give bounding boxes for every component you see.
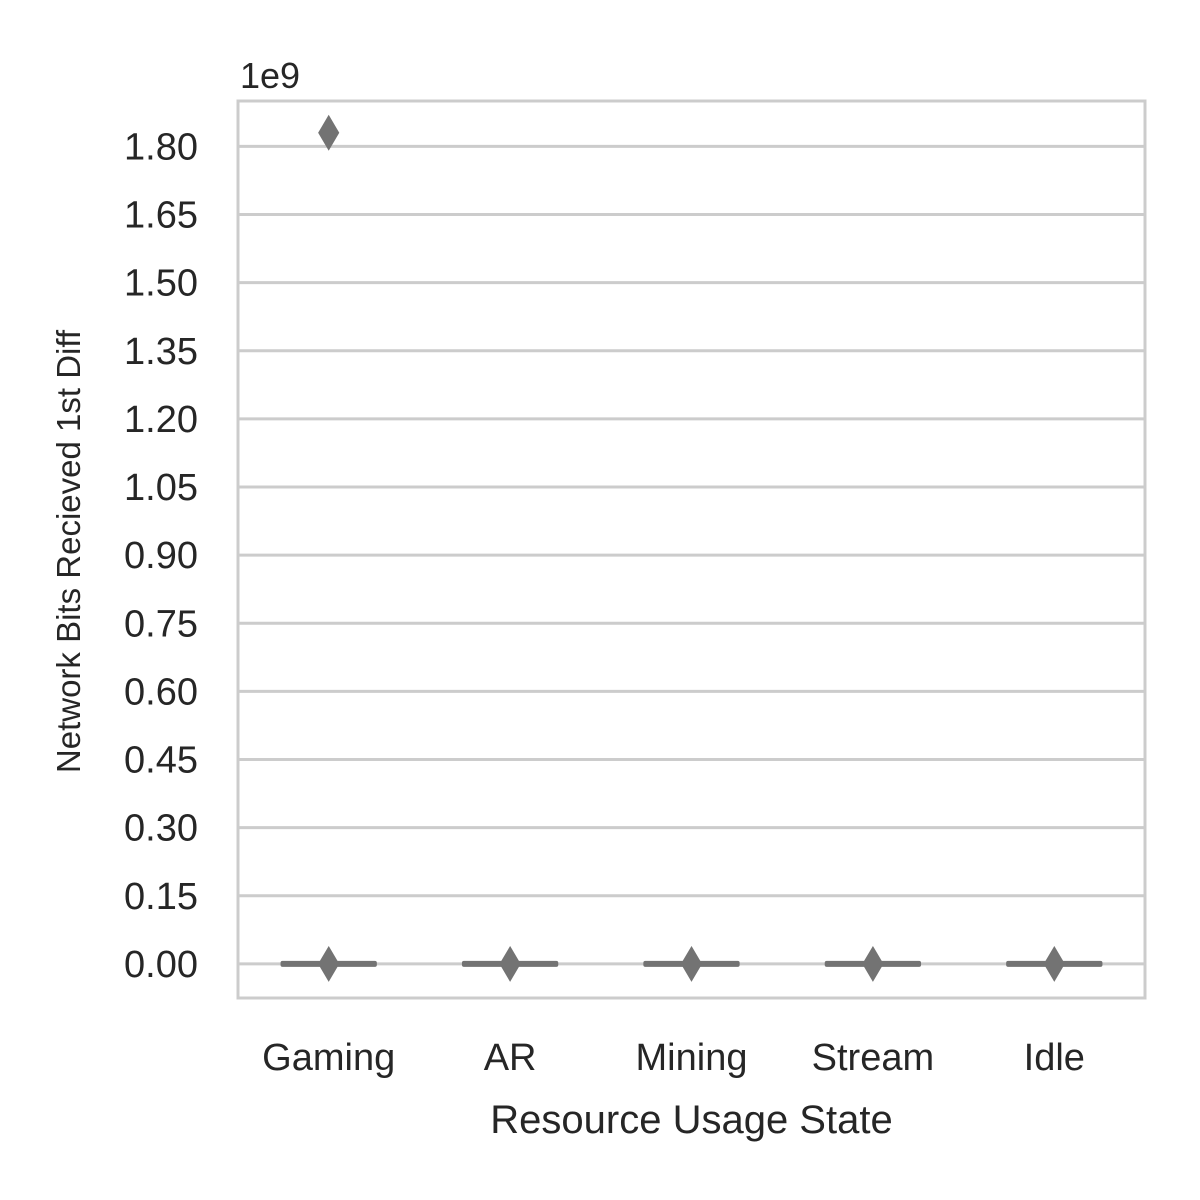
y-tick-label: 1.50 (124, 263, 198, 305)
grid-layer (238, 144, 1145, 966)
y-tick-label: 1.80 (124, 126, 198, 168)
x-tick-label: AR (484, 1037, 537, 1079)
outlier-point (1043, 945, 1065, 982)
box-layer (280, 114, 1103, 982)
x-tick-label: Stream (812, 1037, 934, 1079)
box-idle (1006, 945, 1103, 982)
outlier-point (318, 945, 340, 982)
box-mining (643, 945, 740, 982)
y-tick-label: 0.45 (124, 740, 198, 782)
y-tick-label: 0.75 (124, 603, 198, 645)
y-tick-labels: 0.00 0.15 0.30 0.45 0.60 0.75 0.90 1.05 1.20 1.35… (124, 126, 198, 986)
y-tick-label: 1.05 (124, 467, 198, 509)
y-tick-label: 0.90 (124, 535, 198, 577)
x-tick-label: Gaming (262, 1037, 395, 1079)
y-tick-label: 1.65 (124, 195, 198, 237)
x-tick-labels: Gaming AR Mining Stream Idle (262, 1037, 1085, 1079)
y-offset-label: 1e9 (240, 55, 300, 96)
y-tick-label: 0.60 (124, 671, 198, 713)
outlier-point (680, 945, 703, 982)
y-axis-label: Network Bits Recieved 1st Diff (50, 329, 87, 773)
x-tick-label: Mining (636, 1037, 748, 1079)
y-tick-label: 0.00 (124, 944, 198, 986)
box-ar (461, 945, 559, 982)
x-axis-label: Resource Usage State (490, 1098, 892, 1142)
outlier-point (318, 114, 340, 151)
plot-frame (236, 99, 1147, 1000)
outlier-point (862, 945, 884, 982)
y-tick-label: 0.30 (124, 808, 198, 850)
box-stream (824, 945, 922, 982)
box-gaming (280, 114, 377, 982)
y-tick-label: 0.15 (124, 876, 198, 918)
outlier-point (499, 945, 521, 982)
y-tick-label: 1.20 (124, 399, 198, 441)
x-tick-label: Idle (1024, 1037, 1085, 1079)
y-tick-label: 1.35 (124, 331, 198, 373)
